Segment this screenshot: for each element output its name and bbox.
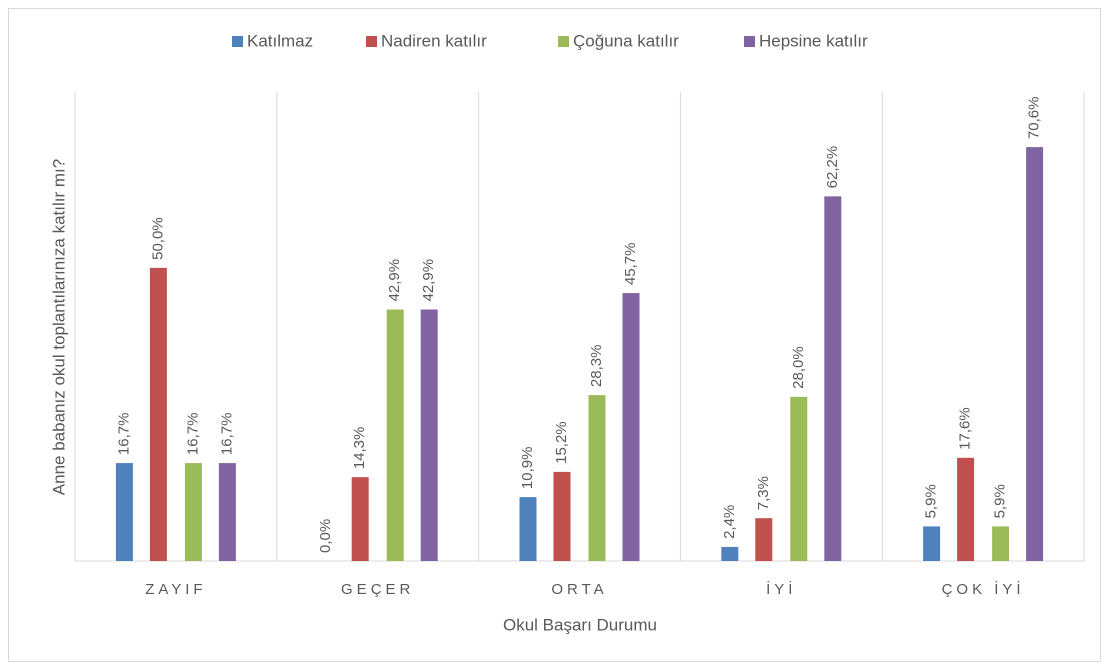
data-label: 14,3% (351, 427, 368, 470)
legend-swatch (558, 36, 569, 47)
data-label: 5,9% (923, 484, 940, 518)
bar (992, 526, 1010, 561)
data-label: 17,6% (957, 407, 974, 450)
data-label: 2,4% (721, 505, 738, 539)
bar (790, 396, 808, 561)
bar (519, 497, 537, 561)
data-label: 62,2% (824, 146, 841, 189)
bar (149, 267, 167, 561)
legend-label: Katılmaz (247, 31, 313, 50)
data-label: 70,6% (1026, 97, 1043, 140)
legend-swatch (366, 36, 377, 47)
bar (588, 395, 606, 561)
bar (755, 518, 773, 561)
bar (923, 526, 941, 561)
bar (824, 196, 842, 562)
bar (553, 471, 571, 561)
data-label: 7,3% (755, 476, 772, 510)
data-label: 42,9% (386, 259, 403, 302)
data-label: 45,7% (622, 243, 639, 286)
legend-label: Nadiren katılır (381, 31, 487, 50)
data-label: 16,7% (218, 413, 235, 456)
x-tick-label: GEÇER (341, 581, 414, 598)
data-label: 10,9% (519, 447, 536, 490)
bar (184, 463, 202, 561)
legend-swatch (744, 36, 755, 47)
data-label: 42,9% (420, 259, 437, 302)
data-label: 16,7% (184, 413, 201, 456)
bar (957, 457, 975, 561)
y-axis-title: Anne babanız okul toplantılarınıza katıl… (49, 159, 68, 495)
legend-label: Çoğuna katılır (573, 31, 679, 50)
x-tick-label: ÇOK İYİ (942, 580, 1025, 598)
bar (622, 293, 640, 561)
bar (1026, 147, 1044, 562)
chart-border (8, 8, 1101, 662)
data-label: 28,0% (790, 346, 807, 389)
data-label: 50,0% (149, 217, 166, 260)
data-label: 16,7% (115, 413, 132, 456)
bar (420, 309, 438, 561)
x-axis-title: Okul Başarı Durumu (503, 615, 657, 634)
legend-swatch (232, 36, 243, 47)
bar (721, 546, 739, 561)
legend-label: Hepsine katılır (759, 31, 868, 50)
bar (218, 463, 236, 561)
data-label: 0,0% (317, 519, 334, 553)
x-tick-label: ORTA (551, 581, 607, 598)
data-label: 5,9% (992, 484, 1009, 518)
bar (386, 309, 404, 561)
data-label: 15,2% (553, 421, 570, 464)
bar (351, 477, 369, 561)
data-label: 28,3% (588, 345, 605, 388)
x-tick-label: İYİ (766, 580, 796, 598)
x-tick-label: ZAYIF (145, 581, 206, 598)
bar (115, 463, 133, 561)
